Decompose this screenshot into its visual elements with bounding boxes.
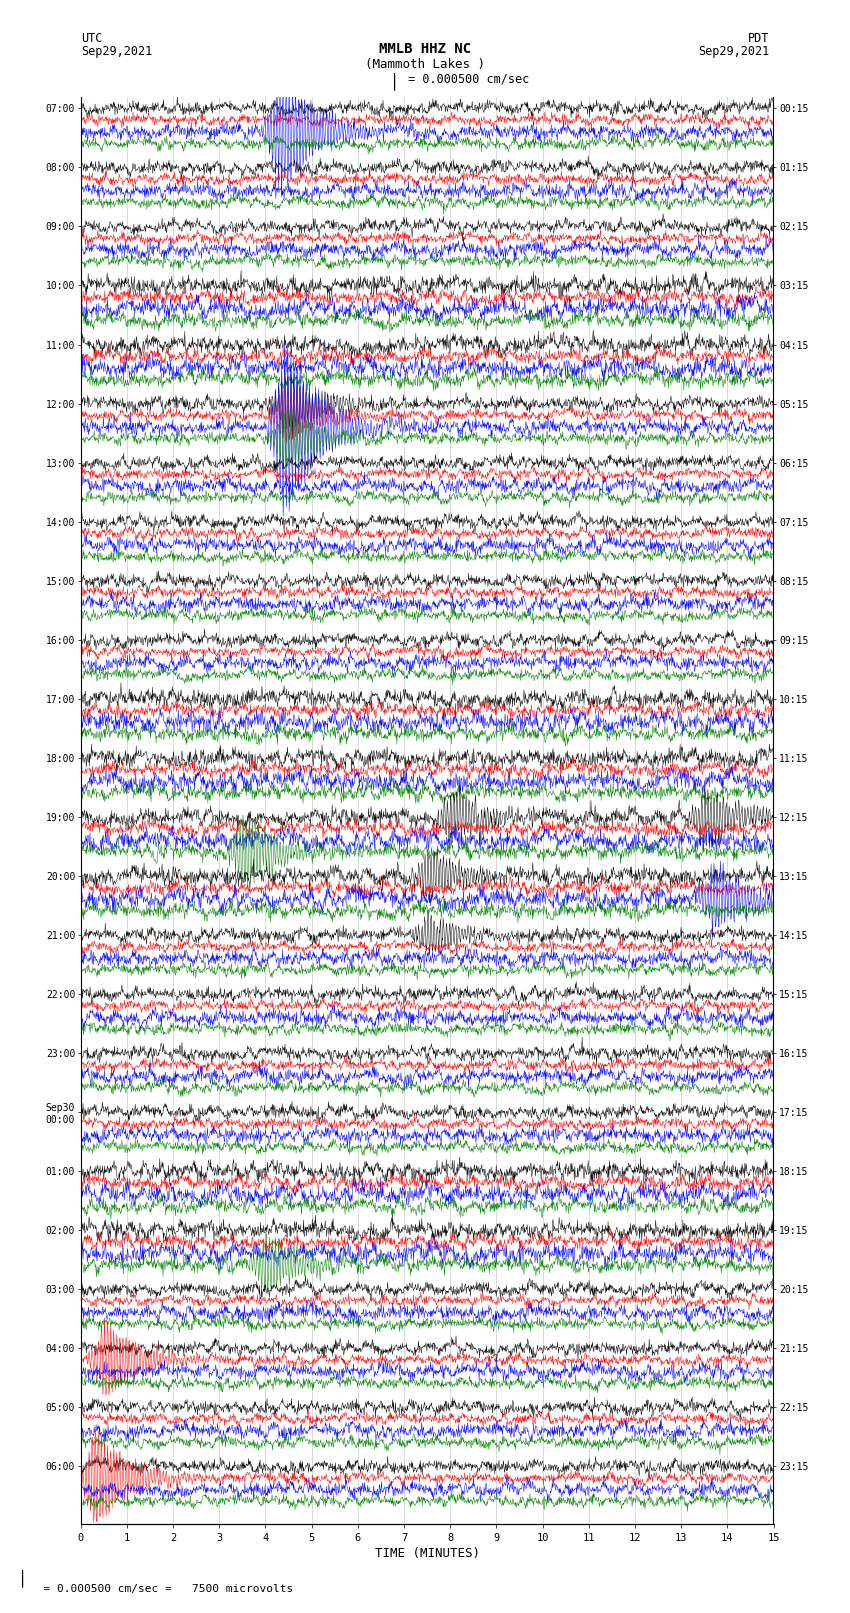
Text: Sep29,2021: Sep29,2021	[698, 45, 769, 58]
Text: = 0.000500 cm/sec =   7500 microvolts: = 0.000500 cm/sec = 7500 microvolts	[30, 1584, 293, 1594]
Text: Sep29,2021: Sep29,2021	[81, 45, 152, 58]
Text: │: │	[19, 1569, 27, 1587]
Text: = 0.000500 cm/sec: = 0.000500 cm/sec	[401, 73, 530, 85]
Text: │: │	[390, 71, 399, 90]
Text: PDT: PDT	[748, 32, 769, 45]
Text: MMLB HHZ NC: MMLB HHZ NC	[379, 42, 471, 56]
Text: (Mammoth Lakes ): (Mammoth Lakes )	[365, 58, 485, 71]
Text: UTC: UTC	[81, 32, 102, 45]
X-axis label: TIME (MINUTES): TIME (MINUTES)	[375, 1547, 479, 1560]
